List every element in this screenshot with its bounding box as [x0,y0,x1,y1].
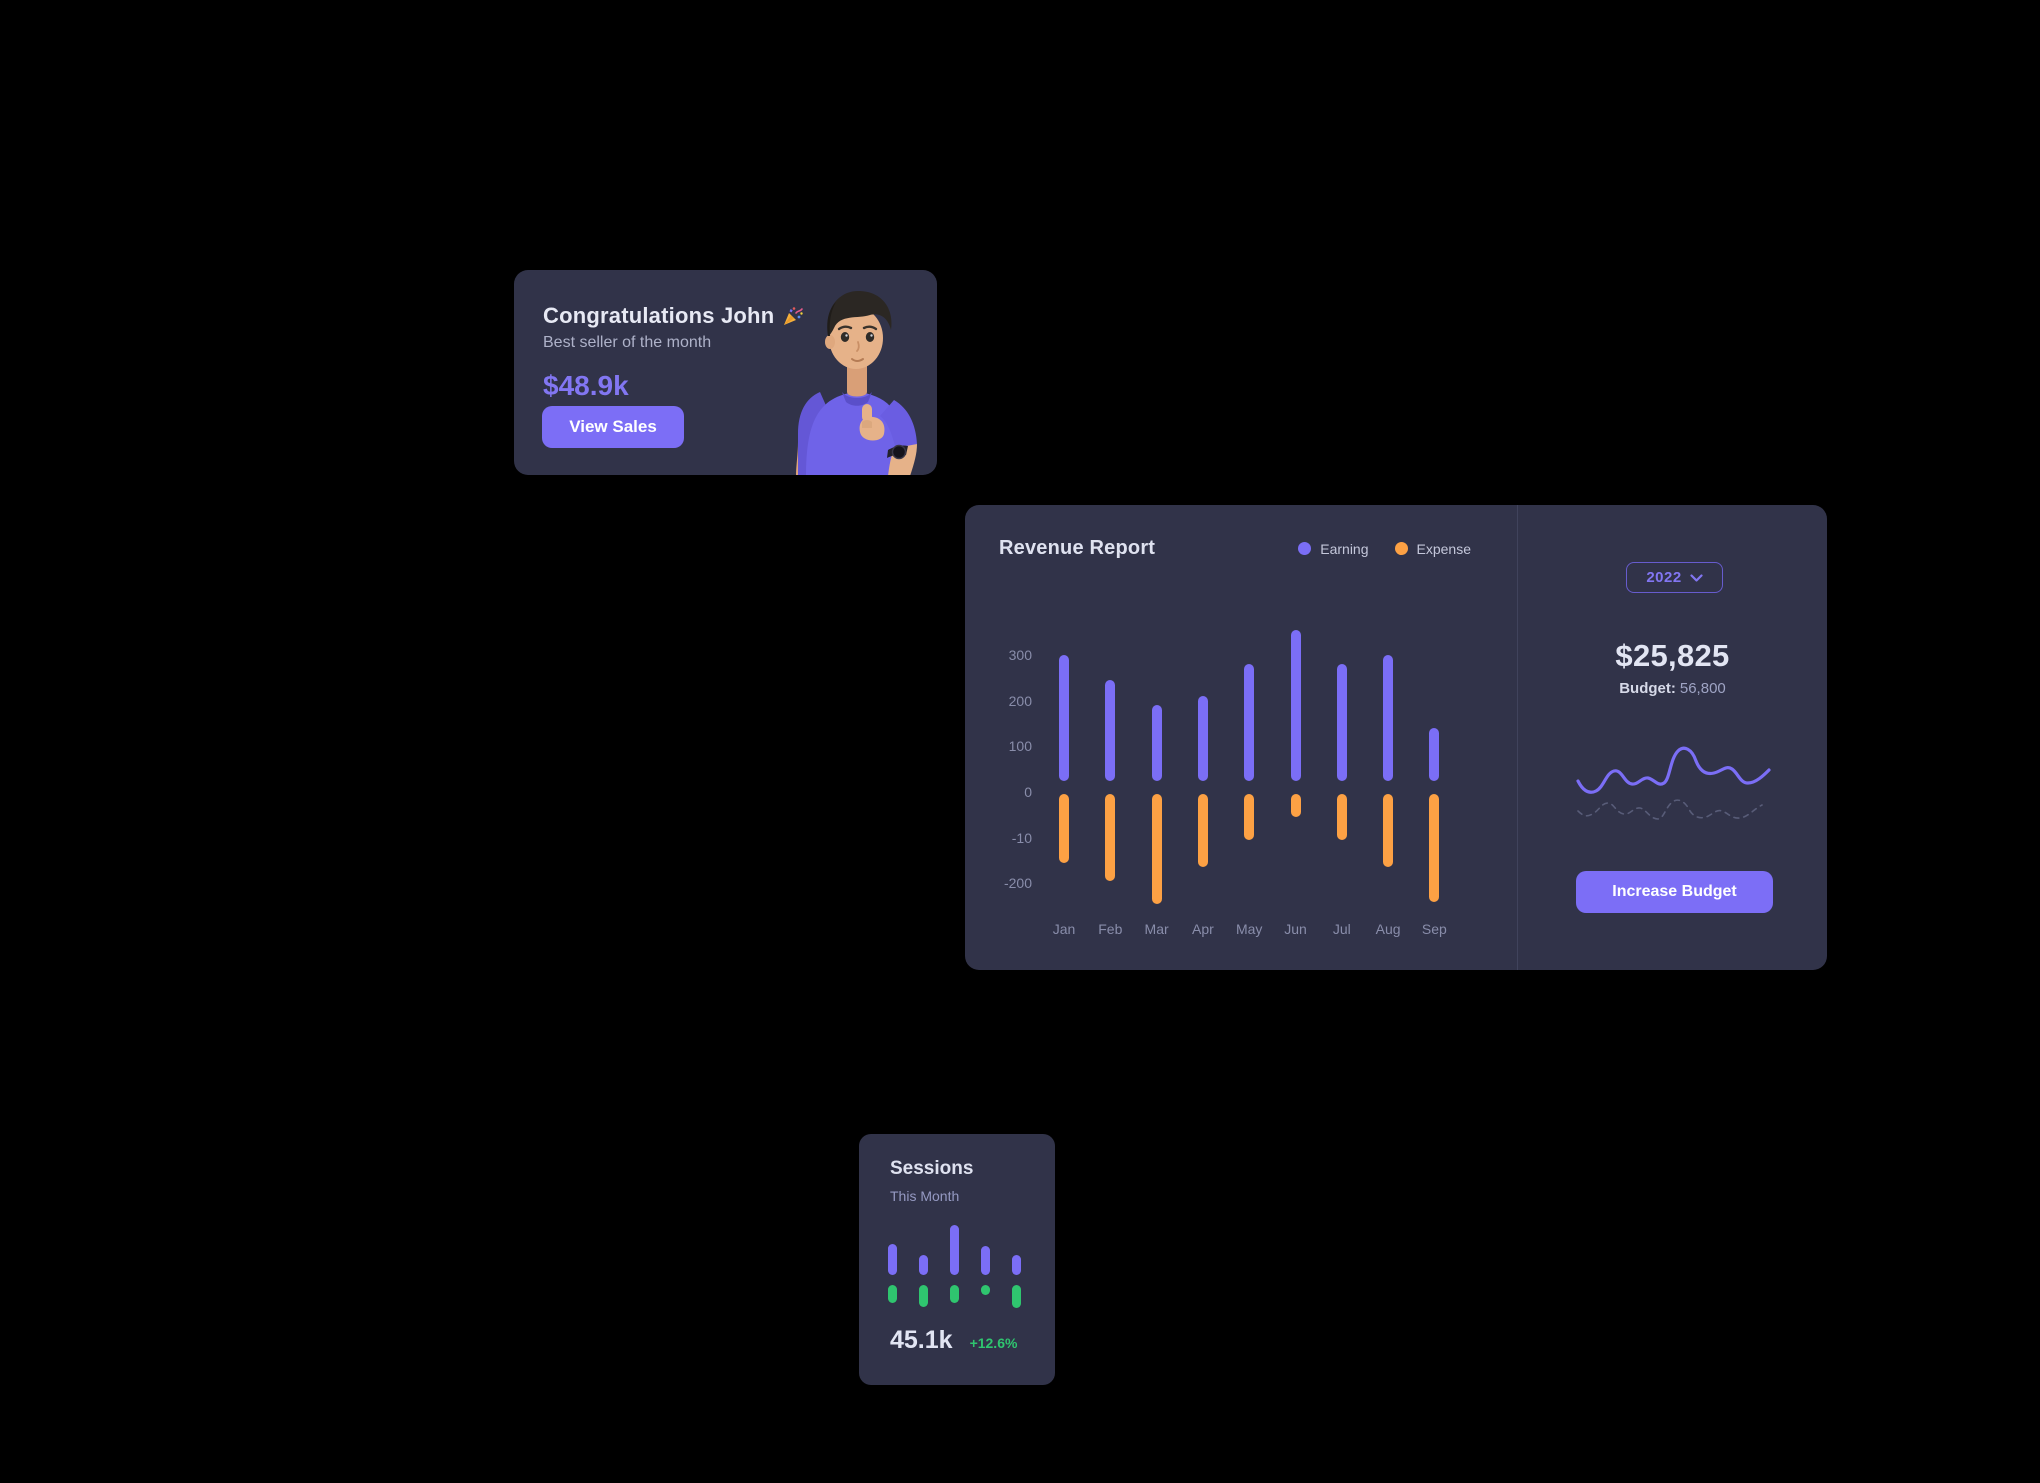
view-sales-button[interactable]: View Sales [542,406,684,448]
session-bar-upper [918,1255,928,1275]
x-axis-label: Aug [1375,921,1401,937]
earning-dot-icon [1298,542,1312,555]
chevron-down-icon [1690,573,1703,582]
vertical-divider [1517,505,1518,970]
sessions-mini-chart [859,1219,1055,1324]
x-axis-label: Jul [1332,921,1351,937]
congrats-subtitle: Best seller of the month [543,334,712,351]
revenue-legend: Earning Expense [1298,541,1471,557]
earning-bar [1290,629,1301,781]
expense-bar [1105,794,1116,882]
sessions-delta-badge: +12.6% [969,1335,1018,1351]
expense-bar [1383,794,1394,868]
congrats-amount: $48.9k [543,370,629,401]
congrats-card: Congratulations John Best seller of the … [514,270,937,475]
session-bar-lower [887,1285,897,1303]
party-popper-icon [784,307,804,325]
year-dropdown-value: 2022 [1646,569,1682,586]
earning-trend-line [1576,746,1771,794]
sessions-card: Sessions This Month 45.1k +12.6% [859,1134,1055,1385]
year-dropdown[interactable]: 2022 [1626,562,1723,593]
session-bar-lower [949,1285,959,1303]
x-axis-label: Mar [1144,921,1169,937]
expense-bar [1244,794,1255,840]
session-bar-upper [1012,1255,1022,1275]
y-axis-label: 300 [1008,646,1032,663]
sessions-subtitle: This Month [890,1188,960,1204]
expense-bar [1429,794,1440,902]
y-axis-label: 100 [1008,738,1032,755]
sessions-title: Sessions [890,1158,974,1179]
legend-label-expense: Expense [1416,540,1471,557]
session-bar-upper [949,1225,959,1275]
budget-label: Budget: [1619,680,1676,697]
y-axis-label: 0 [1024,784,1032,800]
budget-line: Budget: 56,800 [1518,680,1827,697]
session-bar-upper [981,1246,991,1275]
sessions-value: 45.1k [890,1326,953,1354]
seller-illustration [796,290,917,475]
y-axis-label: -200 [1003,875,1032,892]
earning-bar [1429,728,1440,781]
expense-bar [1059,794,1069,863]
x-axis-label: Sep [1421,921,1447,937]
session-bar-lower [981,1285,991,1295]
session-bar-lower [1012,1285,1022,1308]
earning-bar [1059,654,1069,781]
x-axis-label: Jun [1284,921,1307,937]
increase-budget-button[interactable]: Increase Budget [1576,871,1773,913]
budget-value: 56,800 [1679,680,1726,697]
expense-dot-icon [1394,542,1408,555]
y-axis-label: 200 [1008,692,1032,709]
total-amount: $25,825 [1615,638,1730,673]
revenue-chart-section: Revenue Report Earning Expense 300 200 100… [965,505,1517,970]
legend-label-earning: Earning [1320,540,1369,557]
revenue-report-title: Revenue Report [999,537,1156,559]
x-axis-label: May [1235,921,1263,937]
earning-bar [1197,696,1208,781]
earning-bar [1151,705,1162,781]
y-axis-label: -10 [1011,829,1032,846]
congrats-title-row: Congratulations John [543,303,805,329]
budget-dashed-line [1577,799,1763,820]
expense-bar [1290,794,1301,818]
legend-item-expense: Expense [1394,540,1471,557]
expense-bar [1336,794,1347,840]
x-axis-label: Apr [1191,921,1214,937]
earning-bar [1383,654,1394,781]
x-axis-label: Feb [1098,921,1123,937]
expense-bar [1151,794,1162,904]
expense-bar [1197,794,1208,868]
budget-panel: 2022 $25,825 Budget: 56,800 Increase Budg… [1518,505,1827,970]
earning-bar [1105,680,1116,781]
revenue-report-card: Revenue Report Earning Expense 300 200 100… [965,505,1827,970]
x-axis-label: Jan [1052,921,1076,937]
earning-bar [1244,664,1255,781]
budget-sparkline [1576,746,1771,820]
session-bar-lower [918,1285,928,1307]
session-bar-upper [887,1244,897,1275]
revenue-bar-chart: 300 200 100 0 -10 -200 Jan Feb Mar Apr May Jun Jul Au… [965,620,1517,960]
legend-item-earning: Earning [1298,540,1369,557]
earning-bar [1336,664,1347,781]
congrats-title: Congratulations John [543,303,775,328]
